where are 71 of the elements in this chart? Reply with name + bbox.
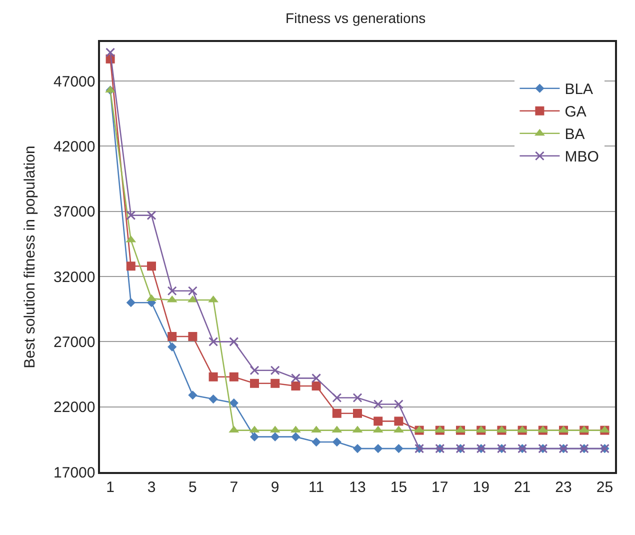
point	[290, 426, 301, 433]
point	[167, 286, 177, 296]
point	[394, 426, 404, 433]
point	[208, 372, 218, 382]
point	[312, 382, 321, 390]
point	[332, 408, 342, 418]
x-tick-label: 17	[432, 478, 448, 496]
point	[373, 399, 383, 409]
point	[332, 437, 342, 447]
point	[208, 336, 218, 346]
point	[168, 332, 177, 341]
x-tick-label: 23	[555, 478, 572, 496]
x-tick-label: 21	[514, 478, 531, 496]
point	[250, 378, 259, 388]
x-tick-label: 13	[349, 478, 366, 496]
point	[168, 342, 177, 352]
legend-label: BLA	[564, 81, 594, 98]
x-tick-label: 7	[230, 478, 238, 496]
point	[250, 432, 260, 442]
point	[229, 398, 238, 408]
point	[353, 408, 362, 418]
point	[147, 262, 156, 271]
point	[106, 48, 116, 58]
x-tick-label: 11	[308, 478, 324, 496]
legend-label: GA	[564, 104, 586, 121]
point	[312, 373, 322, 383]
y-tick-label: 47000	[54, 73, 96, 90]
y-tick-label: 32000	[54, 268, 96, 286]
point	[126, 210, 136, 220]
x-tick-label: 1	[106, 478, 114, 496]
point	[394, 444, 404, 454]
point	[126, 298, 136, 308]
x-tick-label: 25	[596, 478, 614, 496]
x-tick-label: 5	[188, 478, 197, 496]
y-tick-label: 37000	[54, 204, 96, 221]
x-tick-label: 19	[472, 478, 490, 496]
chart-title: Fitness vs generations	[286, 10, 426, 26]
point	[270, 432, 280, 442]
point	[312, 437, 321, 447]
y-tick-label: 17000	[54, 464, 96, 482]
y-tick-label: 27000	[54, 334, 96, 351]
y-tick-label: 22000	[54, 399, 96, 416]
point	[229, 336, 239, 346]
point	[291, 432, 300, 442]
point	[188, 332, 198, 341]
point	[291, 382, 300, 390]
point	[352, 444, 362, 454]
point	[290, 373, 300, 383]
point	[311, 426, 322, 433]
point	[208, 394, 218, 404]
x-tick-label: 15	[390, 478, 408, 496]
x-tick-label: 9	[270, 478, 280, 496]
point	[352, 392, 362, 402]
point	[229, 372, 238, 382]
point	[270, 366, 280, 376]
point	[188, 286, 198, 296]
point	[250, 366, 260, 376]
point	[374, 416, 383, 426]
point	[394, 416, 404, 426]
point	[126, 262, 136, 271]
point	[394, 399, 404, 409]
point	[270, 378, 280, 388]
y-tick-label: 42000	[54, 138, 96, 156]
point	[188, 390, 198, 400]
point	[374, 444, 383, 454]
legend-label: MBO	[564, 148, 599, 166]
legend-label: BA	[564, 126, 585, 144]
y-axis-title: Best solution fitness in population	[21, 146, 38, 368]
x-tick-label: 3	[147, 478, 156, 496]
point	[146, 210, 156, 220]
point	[332, 392, 342, 402]
